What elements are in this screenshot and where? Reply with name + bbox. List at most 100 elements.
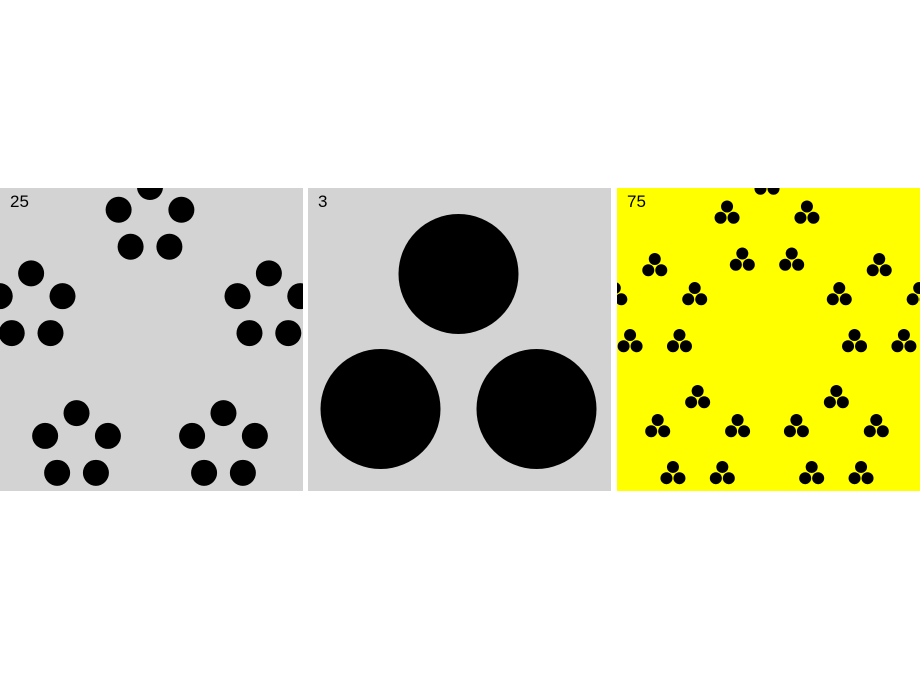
dot — [721, 200, 734, 213]
dot — [224, 283, 251, 310]
dot — [648, 253, 661, 266]
dot — [673, 329, 686, 342]
dot — [906, 293, 919, 306]
dot — [848, 329, 861, 342]
dot — [695, 293, 708, 306]
dot — [0, 283, 13, 310]
dot — [779, 258, 792, 271]
dot — [682, 293, 695, 306]
dot — [645, 425, 658, 438]
dot — [476, 349, 597, 469]
dot — [891, 340, 904, 353]
dot — [287, 283, 303, 310]
dot — [913, 282, 920, 295]
dot — [870, 413, 883, 426]
panel-75-dots: 75 — [617, 188, 920, 491]
dot — [617, 340, 630, 353]
dot — [863, 425, 876, 438]
dot — [807, 211, 820, 224]
dot — [82, 459, 109, 486]
dot — [655, 264, 668, 277]
dot — [666, 340, 679, 353]
dot — [731, 413, 744, 426]
dot — [736, 247, 749, 260]
dot — [630, 340, 643, 353]
dot — [738, 425, 751, 438]
dot — [785, 247, 798, 260]
dot — [156, 233, 183, 260]
dot — [44, 459, 71, 486]
dot — [673, 472, 686, 485]
dot — [617, 282, 621, 294]
dot — [830, 384, 843, 397]
dot — [812, 472, 825, 485]
dot — [866, 264, 879, 277]
dot — [229, 459, 256, 486]
dot — [642, 264, 655, 277]
dot — [0, 320, 25, 347]
dot — [839, 293, 852, 306]
dot — [660, 472, 673, 485]
dot — [729, 258, 742, 271]
dot — [241, 422, 268, 449]
dot — [805, 460, 818, 473]
dot — [168, 196, 195, 223]
dot — [794, 211, 807, 224]
dot — [876, 425, 889, 438]
dot — [666, 460, 679, 473]
dot — [624, 329, 637, 342]
dot — [398, 214, 519, 334]
dot — [842, 340, 855, 353]
dot — [275, 320, 302, 347]
dot — [191, 459, 218, 486]
dot — [18, 260, 45, 287]
dot — [754, 188, 767, 195]
dot — [255, 260, 282, 287]
panel-label: 75 — [627, 192, 646, 211]
dot — [873, 253, 886, 266]
dot — [709, 472, 722, 485]
dot — [37, 320, 64, 347]
dot — [105, 196, 132, 223]
dot — [855, 460, 868, 473]
dot — [117, 233, 144, 260]
dot — [617, 293, 628, 306]
panel-3-dots: 3 — [308, 188, 611, 491]
dot — [783, 425, 796, 438]
panel-label: 3 — [318, 192, 328, 211]
dot — [790, 413, 803, 426]
dot — [658, 425, 671, 438]
panel-label: 25 — [10, 192, 29, 211]
dot — [767, 188, 780, 195]
dot — [799, 472, 812, 485]
dot — [879, 264, 892, 277]
dot — [679, 340, 692, 353]
dot — [727, 211, 740, 224]
dot-pattern — [320, 214, 597, 469]
dot — [742, 258, 755, 271]
dot-pattern — [617, 188, 920, 485]
dot — [63, 400, 90, 427]
dot — [904, 340, 917, 353]
dot — [49, 283, 76, 310]
dot — [833, 282, 846, 295]
dot — [179, 422, 206, 449]
dot — [320, 349, 441, 469]
dot — [855, 340, 868, 353]
dot — [848, 472, 861, 485]
dot — [137, 188, 163, 200]
dot — [32, 422, 59, 449]
dot — [823, 396, 836, 409]
dot — [725, 425, 738, 438]
dot — [716, 460, 729, 473]
dot — [236, 320, 263, 347]
dot-pattern — [0, 188, 303, 486]
dot — [691, 384, 704, 397]
dot — [800, 200, 813, 213]
dot — [685, 396, 698, 409]
dot — [722, 472, 735, 485]
panel-25-dots: 25 — [0, 188, 303, 491]
dot — [210, 400, 237, 427]
dot — [688, 282, 701, 295]
dot — [836, 396, 849, 409]
